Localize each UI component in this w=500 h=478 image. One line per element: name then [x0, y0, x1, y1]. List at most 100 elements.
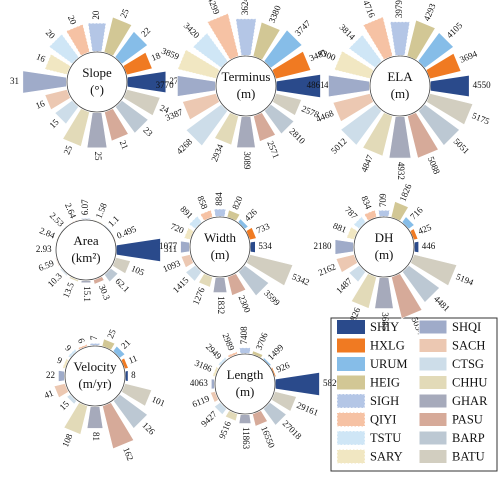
legend-swatch: [418, 449, 448, 464]
value-label: 3770: [156, 80, 175, 90]
bar: [104, 17, 132, 56]
value-label: 2571: [265, 139, 281, 159]
legend-swatch: [418, 393, 448, 409]
value-label: 1832: [216, 296, 226, 314]
value-label: 2.84: [38, 225, 57, 240]
chart-title: Area: [73, 233, 98, 248]
value-label: 9: [63, 343, 74, 354]
value-label: 21: [118, 139, 131, 151]
chart-title: Terminus: [222, 69, 271, 84]
inner-circle: [214, 353, 276, 415]
value-label: 81: [91, 432, 101, 441]
bar: [104, 224, 112, 232]
bar: [86, 112, 108, 149]
bar: [112, 257, 131, 275]
bar: [115, 100, 149, 134]
bar: [185, 104, 228, 147]
bar: [211, 378, 215, 390]
bar: [121, 358, 128, 369]
inner-circle: [189, 216, 251, 278]
value-label: 16: [35, 51, 48, 64]
bar: [63, 402, 88, 435]
bar: [93, 219, 103, 224]
bar: [188, 215, 202, 229]
bar: [346, 226, 358, 240]
legend-label: SIGH: [370, 394, 399, 408]
bar: [246, 254, 294, 287]
value-label: 5175: [471, 110, 492, 126]
value-label: 1276: [191, 285, 207, 306]
bar: [362, 112, 393, 157]
bar: [246, 227, 256, 240]
value-label: 7: [89, 335, 99, 340]
bar: [123, 52, 152, 75]
value-label: 1826: [397, 182, 413, 203]
value-label: 2949: [204, 341, 224, 361]
bar: [77, 343, 88, 350]
bar: [263, 402, 287, 426]
bar: [389, 21, 411, 56]
value-label: 3694: [458, 48, 479, 64]
value-label: 27: [169, 76, 179, 86]
bar: [227, 273, 247, 296]
chart-title: ELA: [387, 69, 413, 84]
bar: [123, 89, 161, 117]
bar: [239, 347, 251, 354]
bar: [185, 265, 202, 282]
value-label: 20: [91, 10, 101, 20]
value-label: 720: [169, 221, 186, 236]
bar: [93, 276, 105, 285]
value-label: 1.58: [94, 201, 109, 220]
bar: [391, 201, 408, 221]
legend-label: CTSG: [452, 357, 484, 371]
bar: [66, 394, 77, 405]
value-label: 2180: [314, 241, 333, 251]
value-label: 2989: [220, 332, 236, 353]
bar: [348, 34, 382, 68]
bar: [402, 265, 440, 303]
bar: [275, 372, 320, 396]
bar: [335, 254, 358, 273]
value-label: 25: [118, 7, 131, 20]
bar: [58, 370, 65, 382]
legend-label: URUM: [370, 357, 408, 371]
bar: [125, 371, 128, 381]
legend-swatch: [418, 356, 448, 372]
bar: [264, 30, 302, 68]
value-label: 4300: [317, 47, 338, 63]
value-label: 834: [359, 194, 374, 211]
legend-swatch: [418, 338, 448, 353]
bar: [121, 383, 153, 407]
bar: [410, 229, 418, 240]
bar: [89, 343, 101, 346]
bar: [426, 93, 474, 126]
value-label: 9516: [217, 419, 233, 440]
bar: [252, 410, 268, 427]
chart-title: Slope: [82, 65, 112, 80]
value-label: 62.1: [113, 276, 131, 294]
chart-unit: (m): [375, 247, 394, 262]
bar: [217, 356, 227, 366]
legend-swatch: [336, 449, 366, 464]
legend-label: SARY: [370, 449, 403, 463]
bar: [238, 414, 252, 424]
bar: [271, 391, 297, 412]
bar: [378, 210, 390, 217]
bar: [328, 74, 370, 98]
legend-label: QIYI: [370, 412, 396, 426]
chart-title: DH: [375, 230, 394, 245]
legend-label: SACH: [452, 338, 485, 352]
value-label: 6119: [191, 393, 212, 409]
value-label: 18: [150, 50, 163, 63]
value-label: 1.1: [106, 214, 121, 229]
legend-label: PASU: [452, 412, 483, 426]
bar: [353, 216, 366, 229]
legend-label: HXLG: [370, 338, 405, 352]
bar: [362, 16, 393, 60]
bar: [102, 339, 115, 350]
legend-swatch: [337, 357, 365, 371]
value-label: 6: [76, 337, 87, 345]
value-label: 2810: [287, 126, 307, 146]
legend-swatch: [336, 393, 366, 409]
